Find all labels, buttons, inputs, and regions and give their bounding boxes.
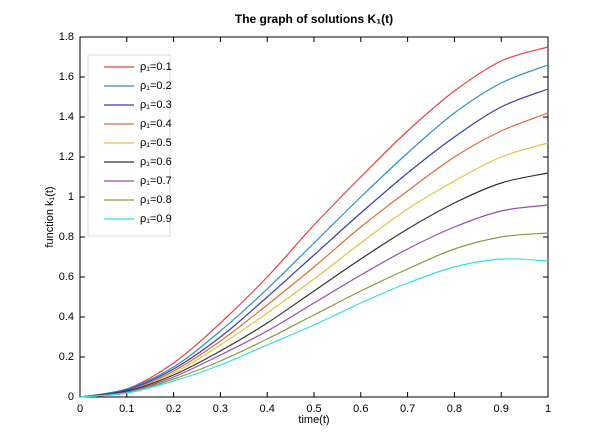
x-tick-label: 1 <box>545 403 551 415</box>
y-tick-label: 1.4 <box>59 111 74 123</box>
y-tick-label: 1.2 <box>59 151 74 163</box>
y-tick-label: 1.8 <box>59 31 74 43</box>
y-tick-label: 1 <box>68 191 74 203</box>
y-tick-label: 0.2 <box>59 351 74 363</box>
x-tick-label: 0.2 <box>166 403 181 415</box>
y-tick-label: 0.8 <box>59 231 74 243</box>
y-tick-label: 0.6 <box>59 271 74 283</box>
x-tick-label: 0.4 <box>260 403 275 415</box>
x-tick-label: 0.5 <box>306 403 321 415</box>
x-tick-label: 0.3 <box>213 403 228 415</box>
legend-label: ρ₁=0.8 <box>140 194 172 206</box>
legend-label: ρ₁=0.9 <box>140 213 172 225</box>
legend-label: ρ₁=0.4 <box>140 118 172 130</box>
x-tick-label: 0.9 <box>494 403 509 415</box>
series-line <box>79 88 549 398</box>
x-tick-label: 0.6 <box>353 403 368 415</box>
legend-label: ρ₁=0.5 <box>140 137 172 149</box>
chart-title: The graph of solutions K₁(t) <box>235 12 393 26</box>
y-tick-label: 0.4 <box>59 311 74 323</box>
y-axis-label: function k₁(t) <box>44 186 56 247</box>
legend-label: ρ₁=0.3 <box>140 99 172 111</box>
series-line <box>79 64 549 398</box>
legend-box <box>87 54 171 237</box>
y-tick-label: 0 <box>68 391 74 403</box>
x-axis-label: time(t) <box>298 414 329 426</box>
x-tick-label: 0 <box>77 403 83 415</box>
y-tick-label: 1.6 <box>59 71 74 83</box>
x-tick-label: 0.8 <box>447 403 462 415</box>
series-line <box>79 172 549 398</box>
series-line <box>79 46 549 398</box>
x-tick-label: 0.1 <box>119 403 134 415</box>
legend-label: ρ₁=0.7 <box>140 175 172 187</box>
legend-label: ρ₁=0.6 <box>140 156 172 168</box>
series-line <box>79 204 549 398</box>
series-line <box>79 232 549 398</box>
legend-label: ρ₁=0.1 <box>140 61 172 73</box>
series-line <box>79 142 549 398</box>
x-tick-label: 0.7 <box>400 403 415 415</box>
series-line <box>79 112 549 398</box>
series-line <box>79 258 549 398</box>
legend-label: ρ₁=0.2 <box>140 80 172 92</box>
